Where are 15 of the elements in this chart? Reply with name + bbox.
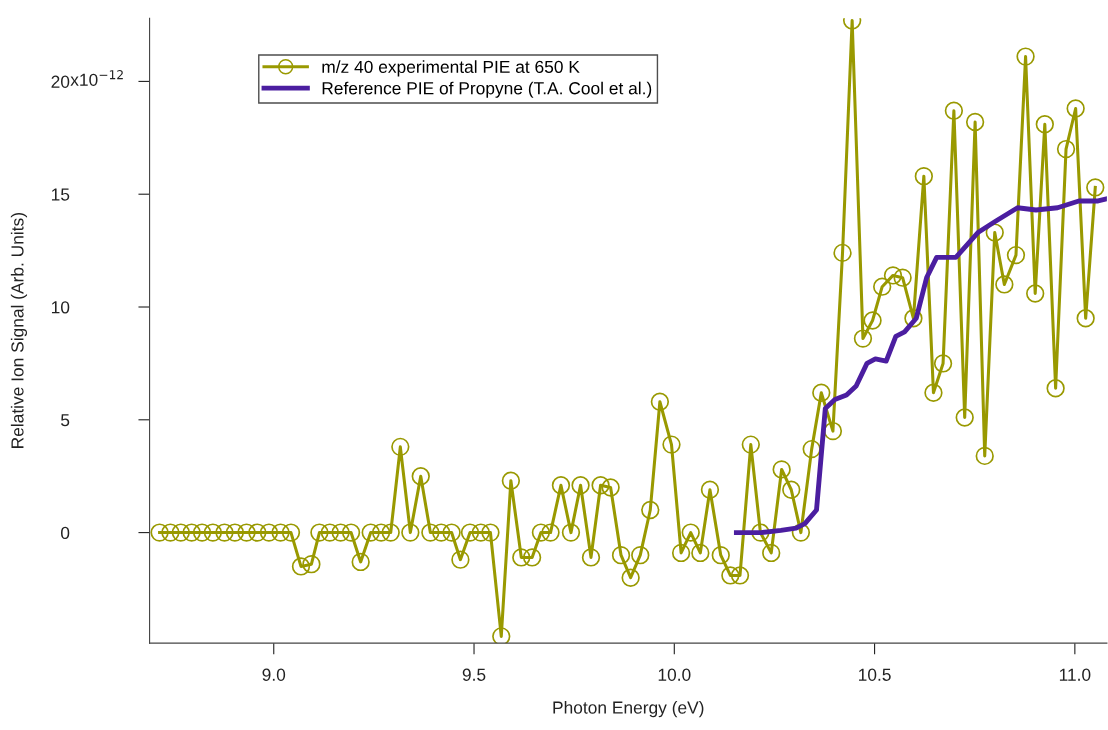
y-tick-label: 0 bbox=[60, 526, 70, 540]
x-axis-title: Photon Energy (eV) bbox=[553, 700, 704, 718]
y-tick-label: 5 bbox=[61, 414, 70, 427]
x-tick-label: 10.0 bbox=[658, 668, 691, 681]
legend-label: Reference PIE of Propyne (T.A. Cool et al.) bbox=[322, 81, 652, 98]
x-tick-label: 9.0 bbox=[262, 668, 286, 681]
y-axis-title: Relative Ion Signal (Arb. Units) bbox=[10, 213, 28, 448]
x-tick-label: 10.5 bbox=[859, 668, 891, 681]
text: x10$^{−12}$ bbox=[70, 70, 123, 86]
x-tick-label: 11.0 bbox=[1059, 668, 1091, 681]
x-tick-label: 9.5 bbox=[462, 668, 486, 681]
legend-label: m/z 40 experimental PIE at 650 K bbox=[322, 60, 580, 77]
y-tick-label: 15 bbox=[51, 188, 70, 201]
y-tick-label: 20 bbox=[51, 75, 70, 88]
y-tick-label: 10 bbox=[51, 301, 70, 314]
